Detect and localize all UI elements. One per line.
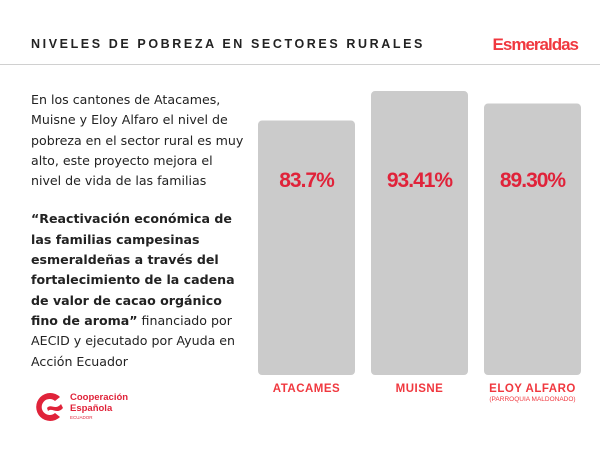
project-funding: financiado por AECID y ejecutado por Ayu…	[31, 312, 236, 369]
category-label: MUISNE	[395, 383, 444, 395]
category-label: ELOY ALFARO	[489, 383, 576, 395]
page-title: NIVELES DE POBREZA EN SECTORES RURALES	[31, 37, 425, 51]
header-divider	[0, 64, 600, 65]
data-label: 93.41%	[387, 169, 454, 192]
description: En los cantones de Atacames, Muisne y El…	[31, 90, 246, 390]
bar-eloy-alfaro	[484, 103, 581, 375]
bar-muisne	[371, 91, 468, 375]
intro-text: En los cantones de Atacames, Muisne y El…	[31, 92, 244, 189]
region-label: Esmeraldas	[492, 35, 579, 54]
logo-name: Cooperación Española	[70, 392, 128, 414]
project-text: “Reactivación económica de las familias …	[31, 209, 246, 371]
logo-country: ECUADOR	[70, 415, 93, 420]
category-subtitle: (PARROQUIA MALDONADO)	[489, 396, 576, 403]
project-name: “Reactivación económica de las familias …	[31, 211, 235, 328]
bar-atacames	[258, 120, 355, 375]
logo-line2: Española	[70, 403, 113, 414]
data-label: 89.30%	[500, 169, 567, 192]
logo-line1: Cooperación	[70, 392, 129, 403]
category-label: ATACAMES	[272, 383, 341, 395]
data-label: 83.7%	[279, 169, 335, 192]
cooperacion-espanola-logo-icon	[36, 393, 63, 421]
